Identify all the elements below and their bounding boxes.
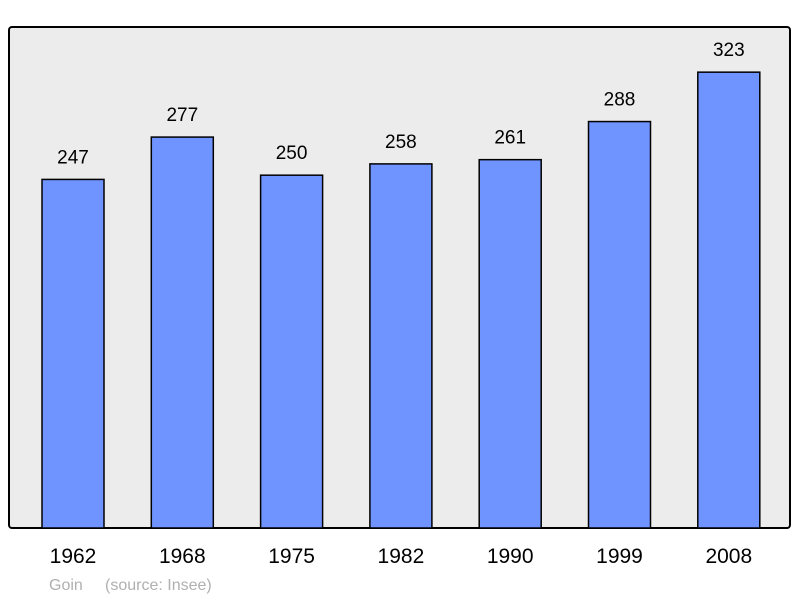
x-tick-1982: 1982 (378, 545, 425, 568)
bar-1975 (259, 174, 324, 529)
footer-source: (source: Insee) (105, 577, 212, 594)
bar-1968 (150, 136, 215, 529)
x-tick-1962: 1962 (50, 545, 97, 568)
bar-1982 (369, 163, 433, 529)
bar-1999 (587, 120, 652, 529)
data-label-1999: 288 (604, 90, 636, 111)
bar-1962 (41, 178, 105, 529)
data-label-1982: 258 (385, 132, 417, 153)
data-label-1975: 250 (276, 143, 308, 164)
data-label-1990: 261 (494, 128, 526, 149)
bar-1990 (478, 158, 542, 529)
x-tick-1975: 1975 (268, 545, 315, 568)
x-tick-1990: 1990 (487, 545, 534, 568)
footer-author: Goin (49, 577, 83, 594)
data-label-1968: 277 (166, 105, 198, 126)
data-label-2008: 323 (713, 40, 745, 61)
x-tick-1968: 1968 (159, 545, 206, 568)
x-tick-2008: 2008 (705, 545, 752, 568)
data-label-1962: 247 (57, 147, 89, 168)
bar-2008 (697, 71, 761, 529)
x-tick-1999: 1999 (596, 545, 643, 568)
